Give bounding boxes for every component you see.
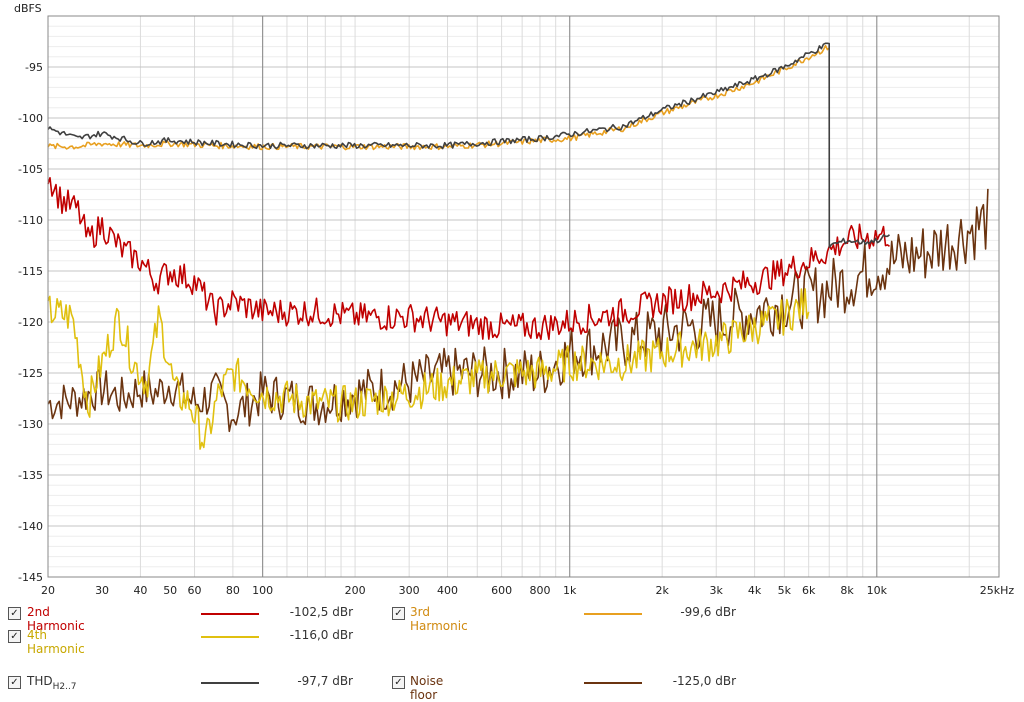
plot-frame: [47, 15, 1000, 578]
checkbox-noise-floor[interactable]: ✓: [392, 676, 405, 689]
x-tick-label: 200: [345, 584, 366, 597]
legend-swatch: [201, 682, 259, 684]
legend-value: -102,5 dBr: [289, 605, 353, 619]
checkbox-3rd-harmonic[interactable]: ✓: [392, 607, 405, 620]
y-tick-label: -95: [25, 61, 43, 74]
spectrum-chart: dBFS -95 -100 -105 -110 -115 -120 -125 -130 -135…: [14, 2, 1015, 597]
x-tick-label: 50: [163, 584, 177, 597]
y-axis-label: dBFS: [14, 2, 42, 15]
legend-swatch: [584, 682, 642, 684]
series-line-thd: [47, 42, 890, 248]
legend-swatch: [201, 613, 259, 615]
x-tick-label: 800: [529, 584, 550, 597]
legend-value: -116,0 dBr: [289, 628, 353, 642]
x-tick-label: 2k: [655, 584, 669, 597]
x-tick-label: 600: [491, 584, 512, 597]
x-tick-label: 30: [95, 584, 109, 597]
x-tick-label: 5k: [778, 584, 792, 597]
y-tick-label: -125: [18, 367, 43, 380]
x-tick-label: 400: [437, 584, 458, 597]
legend-value: -125,0 dBr: [672, 674, 736, 688]
y-tick-label: -115: [18, 265, 43, 278]
x-tick-label: 300: [399, 584, 420, 597]
y-tick-label: -140: [18, 520, 43, 533]
legend-value: -97,7 dBr: [297, 674, 353, 688]
y-tick-label: -145: [18, 571, 43, 584]
y-tick-label: -100: [18, 112, 43, 125]
x-tick-label: 3k: [710, 584, 724, 597]
y-tick-label: -105: [18, 163, 43, 176]
legend-value: -99,6 dBr: [680, 605, 736, 619]
x-tick-label: 1k: [563, 584, 577, 597]
checkbox-thd[interactable]: ✓: [8, 676, 21, 689]
x-tick-label: 4k: [748, 584, 762, 597]
x-tick-label: 25kHz: [980, 584, 1015, 597]
legend-swatch: [201, 636, 259, 638]
x-tick-label: 6k: [802, 584, 816, 597]
legend-label-main: THD: [27, 674, 53, 688]
x-tick-label: 10k: [867, 584, 888, 597]
y-tick-label: -135: [18, 469, 43, 482]
legend-label: Noise floor: [410, 674, 444, 702]
y-tick-label: -130: [18, 418, 43, 431]
x-tick-label: 8k: [840, 584, 854, 597]
x-tick-label: 40: [133, 584, 147, 597]
series-line-2nd-harmonic: [47, 177, 890, 341]
legend-label: THDH2..7: [27, 674, 77, 692]
series-line-noise-floor: [47, 188, 989, 433]
x-tick-label: 20: [41, 584, 55, 597]
legend-row-1: ✓ 2nd Harmonic -102,5 dBr ✓ 3rd Harmonic…: [0, 604, 1024, 633]
legend-swatch: [584, 613, 642, 615]
legend-row-3: ✓ THDH2..7 -97,7 dBr ✓ Noise floor -125,…: [0, 673, 1024, 702]
y-tick-label: -110: [18, 214, 43, 227]
checkbox-4th-harmonic[interactable]: ✓: [8, 630, 21, 643]
x-tick-label: 60: [188, 584, 202, 597]
legend-row-2: ✓ 4th Harmonic -116,0 dBr: [0, 627, 1024, 656]
checkbox-2nd-harmonic[interactable]: ✓: [8, 607, 21, 620]
legend-label: 2nd Harmonic: [27, 605, 85, 633]
x-tick-label: 80: [226, 584, 240, 597]
x-tick-label: 100: [252, 584, 273, 597]
legend-label: 4th Harmonic: [27, 628, 85, 656]
y-tick-label: -120: [18, 316, 43, 329]
series-line-4th-harmonic: [47, 288, 810, 450]
legend-label: 3rd Harmonic: [410, 605, 468, 633]
legend-label-subscript: H2..7: [52, 682, 77, 692]
